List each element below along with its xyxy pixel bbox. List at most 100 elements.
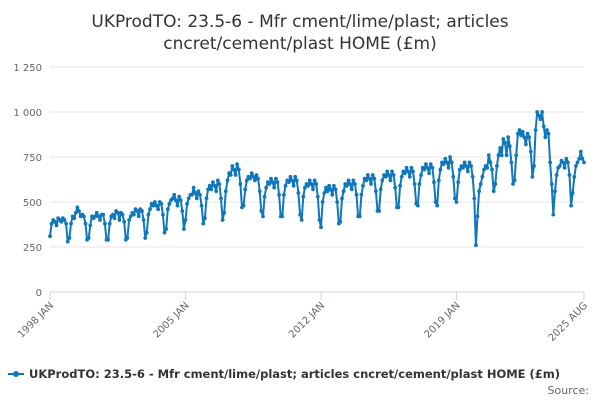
data-point[interactable]: [111, 212, 115, 217]
data-point[interactable]: [117, 218, 122, 222]
data-point[interactable]: [301, 194, 306, 199]
data-point[interactable]: [215, 178, 220, 183]
data-point[interactable]: [532, 164, 536, 168]
data-point[interactable]: [322, 191, 327, 195]
data-point[interactable]: [49, 221, 54, 226]
data-point[interactable]: [378, 187, 383, 192]
data-point[interactable]: [385, 169, 390, 174]
data-point[interactable]: [135, 209, 140, 213]
data-point[interactable]: [536, 113, 541, 118]
data-point[interactable]: [511, 182, 515, 186]
data-point[interactable]: [496, 153, 501, 158]
data-point[interactable]: [267, 182, 272, 186]
data-point[interactable]: [122, 219, 127, 224]
data-point[interactable]: [125, 236, 130, 240]
data-point[interactable]: [438, 167, 443, 172]
data-point[interactable]: [580, 156, 585, 161]
data-point[interactable]: [198, 192, 202, 197]
data-point[interactable]: [186, 196, 191, 201]
data-point[interactable]: [435, 203, 440, 208]
data-point[interactable]: [409, 165, 414, 170]
data-point[interactable]: [222, 210, 227, 215]
data-point[interactable]: [290, 178, 294, 183]
data-point[interactable]: [115, 210, 120, 215]
data-point[interactable]: [253, 178, 257, 183]
data-point[interactable]: [578, 149, 583, 154]
data-point[interactable]: [332, 183, 336, 188]
data-point[interactable]: [422, 167, 427, 172]
data-point[interactable]: [522, 135, 527, 140]
data-point[interactable]: [257, 189, 262, 194]
data-point[interactable]: [214, 189, 219, 194]
data-point[interactable]: [165, 207, 170, 212]
data-point[interactable]: [293, 174, 298, 179]
data-point[interactable]: [553, 189, 557, 194]
data-point[interactable]: [54, 223, 59, 228]
data-point[interactable]: [406, 169, 411, 174]
data-point[interactable]: [412, 182, 417, 186]
data-point[interactable]: [59, 219, 64, 224]
data-point[interactable]: [309, 182, 314, 186]
data-point[interactable]: [570, 191, 575, 195]
data-point[interactable]: [94, 210, 99, 215]
data-point[interactable]: [98, 218, 102, 222]
data-point[interactable]: [464, 164, 469, 168]
data-point[interactable]: [493, 182, 498, 186]
data-point[interactable]: [403, 171, 407, 176]
data-point[interactable]: [346, 178, 351, 183]
data-point[interactable]: [499, 153, 504, 158]
data-point[interactable]: [88, 223, 93, 228]
data-point[interactable]: [96, 214, 101, 219]
data-point[interactable]: [535, 110, 540, 114]
data-point[interactable]: [107, 221, 112, 226]
data-point[interactable]: [567, 173, 572, 177]
data-point[interactable]: [453, 196, 457, 201]
data-point[interactable]: [480, 174, 485, 179]
data-point[interactable]: [501, 137, 506, 141]
data-point[interactable]: [424, 162, 428, 167]
data-point[interactable]: [516, 131, 520, 136]
legend[interactable]: UKProdTO: 23.5-6 - Mfr cment/lime/plast;…: [8, 367, 560, 381]
data-point[interactable]: [299, 218, 304, 222]
data-point[interactable]: [103, 221, 107, 226]
data-point[interactable]: [264, 185, 269, 190]
data-point[interactable]: [277, 192, 281, 197]
data-point[interactable]: [351, 178, 356, 183]
data-point[interactable]: [209, 187, 214, 192]
data-point[interactable]: [211, 180, 215, 185]
data-point[interactable]: [374, 189, 378, 194]
data-point[interactable]: [64, 221, 68, 226]
data-point[interactable]: [488, 160, 493, 165]
data-point[interactable]: [359, 192, 364, 197]
data-point[interactable]: [272, 185, 277, 190]
data-point[interactable]: [256, 176, 260, 181]
data-point[interactable]: [203, 216, 207, 221]
data-point[interactable]: [524, 142, 528, 147]
data-point[interactable]: [330, 192, 335, 197]
data-point[interactable]: [349, 187, 354, 192]
data-point[interactable]: [201, 221, 206, 226]
data-point[interactable]: [432, 180, 436, 185]
data-point[interactable]: [162, 230, 167, 235]
data-point[interactable]: [249, 171, 254, 176]
data-point[interactable]: [52, 219, 57, 224]
data-point[interactable]: [190, 192, 194, 197]
data-point[interactable]: [217, 182, 222, 186]
data-point[interactable]: [541, 124, 546, 129]
data-point[interactable]: [396, 205, 401, 210]
data-point[interactable]: [354, 192, 359, 197]
data-point[interactable]: [144, 230, 149, 235]
data-point[interactable]: [232, 167, 236, 172]
data-point[interactable]: [312, 178, 317, 183]
data-point[interactable]: [204, 196, 209, 201]
data-point[interactable]: [448, 155, 452, 159]
data-point[interactable]: [386, 173, 391, 177]
data-point[interactable]: [353, 182, 357, 186]
data-point[interactable]: [482, 167, 486, 172]
data-point[interactable]: [83, 221, 88, 226]
data-point[interactable]: [136, 214, 141, 219]
data-point[interactable]: [520, 129, 525, 134]
data-point[interactable]: [320, 200, 325, 204]
data-point[interactable]: [128, 214, 133, 219]
data-point[interactable]: [212, 183, 217, 188]
